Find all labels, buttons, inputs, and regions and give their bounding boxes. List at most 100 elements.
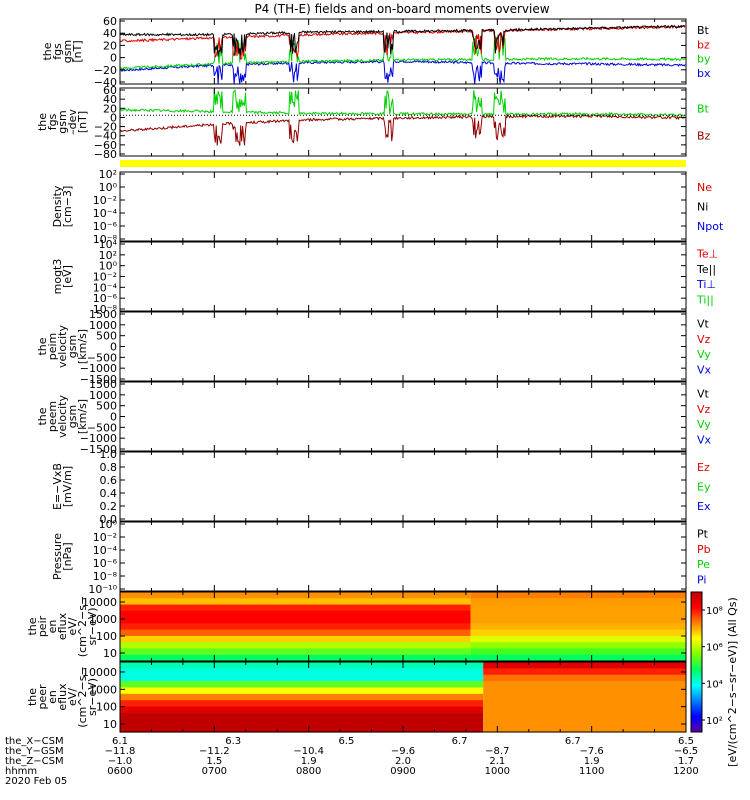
panel-peim_velocity-tick: 1500 (89, 308, 117, 321)
panel-peir_spectrogram-tick: 10000 (82, 596, 117, 609)
plot-title: P4 (TH-E) fields and on-board moments ov… (254, 2, 549, 16)
panel-temperature-ylabel: [eV] (61, 265, 74, 288)
spectrogram-cell (470, 592, 686, 599)
panel-peir_spectrogram-ylabel: (cm^2−s− (76, 596, 89, 657)
panel-peim_velocity-tick: −1500 (80, 373, 117, 386)
panel-fgs_gsm_dev-legend: Bz (697, 130, 711, 143)
panel-density-tick: 10⁻⁶ (93, 220, 118, 233)
panel-peer_spectrogram-ylabel: the (26, 688, 39, 706)
xaxis-row-value: −11.2 (199, 746, 230, 757)
series-by-line (119, 34, 686, 71)
spectrogram-cell (120, 604, 471, 612)
quality-flag-bar (120, 160, 686, 167)
xaxis-row-value: 1000 (485, 766, 510, 777)
panel-peem_velocity-legend: Vz (697, 403, 711, 416)
panel-peem_velocity-tick: 500 (96, 400, 117, 413)
spectrogram-cell (120, 668, 484, 676)
panel-pressure-tick: 10⁻⁸ (93, 570, 118, 583)
panel-efield-tick: 0.6 (100, 474, 118, 487)
panel-peir_spectrogram-tick: 1000 (89, 613, 117, 626)
spectrogram-cell (483, 668, 686, 676)
xaxis-row-value: 1.9 (584, 756, 600, 767)
xaxis-row-value: 1.9 (301, 756, 317, 767)
panel-density-legend: Ne (697, 181, 712, 194)
panel-efield-tick: 0.2 (100, 500, 118, 513)
panel-peer_spectrogram-ylabel: en (46, 690, 59, 704)
spectrogram-cell (483, 693, 686, 701)
spectrogram-cell (120, 623, 471, 631)
panel-fgs_gsm-tick: −20 (94, 64, 117, 77)
xaxis-row-value: −10.4 (293, 746, 324, 757)
xaxis-row-value: −9.6 (391, 746, 415, 757)
spectrogram-cell (470, 648, 686, 656)
panel-peir_spectrogram-ylabel: eflux (56, 612, 69, 640)
spectrogram-cell (120, 598, 471, 606)
panel-fgs_gsm-legend: by (697, 53, 711, 66)
xaxis-row-value: 6.7 (565, 736, 581, 747)
xaxis-row-value: 1200 (673, 766, 698, 777)
panel-peem_velocity-tick: 1000 (89, 389, 117, 402)
panel-temperature-legend: Ti|| (696, 294, 714, 307)
xaxis-row-label: the_Y−GSM (5, 746, 64, 757)
panel-peir_spectrogram-tick: 100 (96, 630, 117, 643)
spectrogram-cell (483, 662, 686, 669)
spectrogram-cell (470, 604, 686, 612)
panel-density-tick: 10² (99, 168, 117, 181)
panel-pressure-tick: 10⁻² (93, 531, 117, 544)
panel-temperature-tick: 10⁻² (93, 271, 117, 284)
spectrogram-cell (470, 629, 686, 637)
spectrogram-cell (120, 712, 484, 720)
panel-pressure-tick: 10⁰ (99, 518, 118, 531)
spectrogram-cell (120, 592, 471, 599)
xaxis-row-value: 1.5 (206, 756, 222, 767)
panel-peir_spectrogram-ylabel: en (46, 620, 59, 634)
panel-peir_spectrogram-ylabel: peir (36, 615, 49, 637)
panel-efield-ylabel: E=−VxB (51, 463, 64, 510)
xaxis-row-value: 2.1 (489, 756, 505, 767)
panel-fgs_gsm_dev-ylabel: –dev (66, 109, 79, 135)
panel-efield-tick: 1.0 (100, 448, 118, 461)
panel-fgs_gsm-legend: Bt (697, 24, 710, 37)
panel-fgs_gsm-ylabel: fgs (51, 43, 64, 60)
colorbar (690, 591, 703, 733)
panel-fgs_gsm-ylabel: the (41, 42, 54, 60)
panel-fgs_gsm_dev-ylabel: the (36, 113, 49, 131)
spectrogram-cell (120, 635, 471, 643)
panel-pressure-tick: 10⁻¹⁰ (88, 583, 117, 596)
panel-peem_velocity-tick: −1000 (80, 432, 117, 445)
panel-fgs_gsm-tick: 0 (110, 52, 117, 65)
panel-fgs_gsm-tick: 20 (103, 39, 117, 52)
panel-pressure-tick: 10⁻⁴ (93, 544, 118, 557)
spectrogram-cell (470, 623, 686, 631)
spectrogram-cell (120, 693, 484, 701)
spectrogram-cell (120, 687, 484, 695)
panel-fgs_gsm-ylabel: gsm (61, 40, 74, 63)
spectrogram-cell (470, 598, 686, 606)
colorbar-tick: 10⁶ (706, 643, 723, 654)
panel-peer_spectrogram-ylabel: eV/ (66, 688, 79, 706)
panel-peir_spectrogram-ylabel: the (26, 617, 39, 635)
panel-pressure-legend: Pi (697, 574, 706, 587)
panel-peem_velocity-legend: Vy (697, 418, 711, 431)
panel-fgs_gsm_dev (119, 87, 687, 157)
panel-fgs_gsm_dev-legend: Bt (697, 102, 710, 115)
spectrogram-cell (120, 654, 471, 662)
colorbar-tick: 10⁴ (706, 679, 723, 690)
panel-density-legend: Ni (697, 201, 708, 214)
panel-peer_spectrogram-tick: 100 (96, 701, 117, 714)
panel-peim_velocity-ylabel: velocity (56, 325, 69, 368)
panel-temperature-tick: 10⁻⁶ (93, 292, 118, 305)
panel-peim_velocity-tick: 500 (96, 330, 117, 343)
panel-peem_velocity-legend: Vt (697, 388, 710, 401)
panel-peer_spectrogram-ylabel: (cm^2−s− (76, 666, 89, 727)
spectrogram-cell (120, 700, 484, 708)
panel-density-ylabel: Density (51, 185, 64, 227)
xaxis-row-value: 6.3 (225, 736, 241, 747)
colorbar-label: [eV/(cm^2−s−sr−eV)] (All Qs) (726, 597, 739, 767)
panel-pressure (119, 521, 687, 592)
panel-peim_velocity (119, 311, 687, 382)
panel-peer_spectrogram-tick: 10 (103, 718, 117, 731)
panel-peem_velocity-tick: −500 (87, 421, 117, 434)
spectrogram-cell (120, 648, 471, 656)
xaxis-row-value: 6.1 (112, 736, 128, 747)
